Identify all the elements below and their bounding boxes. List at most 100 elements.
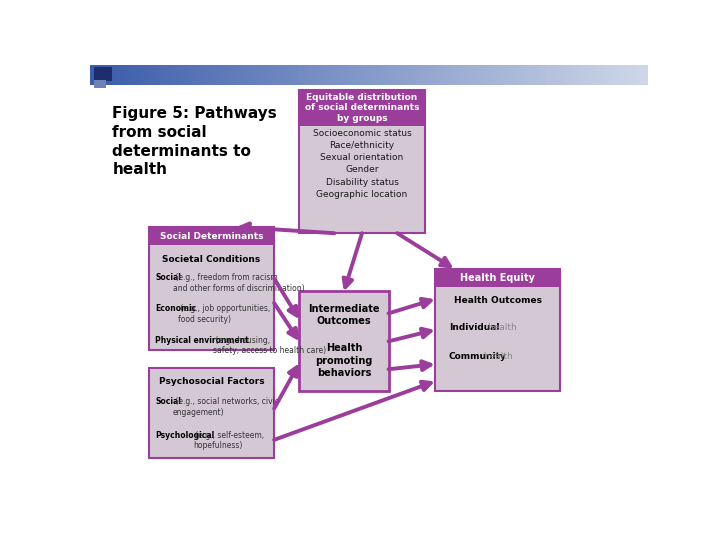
Bar <box>620 65 626 85</box>
Bar <box>601 65 607 85</box>
Bar <box>629 65 635 85</box>
Bar <box>300 292 389 391</box>
Text: (e.g., social networks, civic
engagement): (e.g., social networks, civic engagement… <box>173 397 279 417</box>
Bar <box>336 65 342 85</box>
Text: Socioeconomic status
Race/ethnicity
Sexual orientation
Gender
Disability status
: Socioeconomic status Race/ethnicity Sexu… <box>312 129 411 199</box>
Text: Social Determinants: Social Determinants <box>160 232 263 241</box>
Text: Intermediate
Outcomes: Intermediate Outcomes <box>308 304 379 326</box>
Text: health: health <box>485 323 517 332</box>
Bar <box>188 65 194 85</box>
Bar <box>276 65 282 85</box>
Bar <box>127 65 133 85</box>
Bar <box>429 65 435 85</box>
Bar <box>192 65 198 85</box>
Bar <box>271 65 277 85</box>
Bar <box>541 65 546 85</box>
Bar <box>611 65 616 85</box>
Bar <box>258 65 264 85</box>
Text: Physical environment: Physical environment <box>156 335 249 345</box>
Bar <box>109 65 114 85</box>
Bar <box>444 65 449 85</box>
Bar <box>300 65 305 85</box>
Text: Psychosocial Factors: Psychosocial Factors <box>158 377 264 387</box>
Text: (e.g., housing,
safety, access to health care): (e.g., housing, safety, access to health… <box>213 335 326 355</box>
Bar <box>639 65 644 85</box>
Text: Health
promoting
behaviors: Health promoting behaviors <box>315 343 372 378</box>
Bar <box>453 65 459 85</box>
Bar <box>597 65 603 85</box>
Bar <box>234 65 240 85</box>
Bar <box>211 65 217 85</box>
Bar <box>309 65 315 85</box>
Bar <box>420 65 426 85</box>
Bar <box>141 65 147 85</box>
Bar <box>202 65 207 85</box>
Bar <box>90 65 96 85</box>
Bar <box>513 65 519 85</box>
Bar <box>94 68 112 80</box>
Bar <box>387 65 393 85</box>
Bar <box>285 65 291 85</box>
Bar <box>438 65 444 85</box>
Bar <box>230 65 235 85</box>
Bar <box>148 227 274 245</box>
Bar <box>369 65 375 85</box>
Bar <box>346 65 351 85</box>
Bar <box>392 65 398 85</box>
Bar <box>583 65 589 85</box>
Bar <box>290 65 296 85</box>
Text: Societal Conditions: Societal Conditions <box>162 254 261 264</box>
Bar <box>155 65 161 85</box>
Bar <box>351 65 356 85</box>
Bar <box>499 65 505 85</box>
Bar <box>578 65 584 85</box>
Text: Economic: Economic <box>156 305 197 313</box>
Bar <box>364 65 370 85</box>
Bar <box>118 65 124 85</box>
Bar <box>281 65 287 85</box>
Bar <box>323 65 328 85</box>
Bar <box>588 65 593 85</box>
Bar <box>448 65 454 85</box>
Bar <box>164 65 170 85</box>
Bar <box>243 65 249 85</box>
Bar <box>634 65 640 85</box>
Bar <box>481 65 487 85</box>
Bar <box>332 65 338 85</box>
Bar <box>169 65 175 85</box>
Bar <box>174 65 179 85</box>
Bar <box>341 65 347 85</box>
Bar <box>215 65 221 85</box>
Bar <box>569 65 575 85</box>
Bar <box>220 65 226 85</box>
Text: (e.g., self-esteem,
hopefulness): (e.g., self-esteem, hopefulness) <box>193 431 264 450</box>
Bar <box>360 65 366 85</box>
Bar <box>616 65 621 85</box>
Text: Health Equity: Health Equity <box>460 273 535 283</box>
Bar <box>225 65 230 85</box>
Bar <box>137 65 143 85</box>
Bar <box>485 65 491 85</box>
Bar <box>644 65 649 85</box>
Bar <box>397 65 402 85</box>
Text: Social: Social <box>156 397 181 407</box>
Bar <box>536 65 542 85</box>
Bar <box>411 65 417 85</box>
Bar <box>564 65 570 85</box>
Bar <box>294 65 300 85</box>
Text: Health Outcomes: Health Outcomes <box>454 296 541 305</box>
Bar <box>113 65 119 85</box>
Bar <box>327 65 333 85</box>
Bar <box>435 268 560 391</box>
Text: (e.g., freedom from racism
and other forms of discrimination): (e.g., freedom from racism and other for… <box>173 273 305 293</box>
Bar <box>148 227 274 349</box>
Bar <box>206 65 212 85</box>
Bar <box>239 65 245 85</box>
Bar <box>495 65 500 85</box>
Bar <box>300 90 425 126</box>
Bar <box>467 65 472 85</box>
Bar <box>122 65 128 85</box>
Bar <box>508 65 514 85</box>
Bar <box>546 65 552 85</box>
Text: Social: Social <box>156 273 181 282</box>
